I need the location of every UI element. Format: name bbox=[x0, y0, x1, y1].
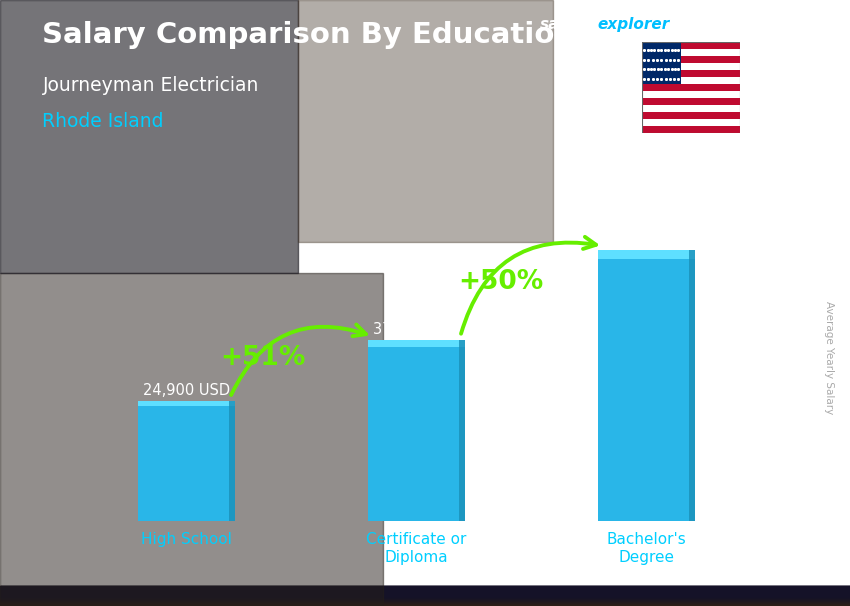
Bar bbox=[138, 401, 235, 521]
Bar bbox=[0, 593, 850, 604]
Bar bbox=[0, 588, 850, 598]
Bar bbox=[0, 593, 850, 604]
Bar bbox=[0, 588, 850, 599]
Bar bbox=[0, 593, 850, 603]
Bar bbox=[0, 596, 850, 605]
Bar bbox=[642, 98, 740, 105]
Text: +50%: +50% bbox=[458, 269, 543, 295]
Bar bbox=[0, 591, 850, 602]
Bar bbox=[0, 587, 850, 598]
Bar bbox=[0, 588, 850, 598]
Text: salary: salary bbox=[540, 17, 592, 32]
Bar bbox=[0, 588, 850, 599]
Bar bbox=[0, 591, 850, 601]
Bar bbox=[368, 340, 465, 521]
Bar bbox=[0, 594, 850, 605]
Bar bbox=[138, 401, 235, 405]
Bar bbox=[642, 84, 740, 92]
Bar bbox=[642, 42, 740, 50]
Bar bbox=[0, 587, 850, 597]
Bar bbox=[0, 587, 850, 596]
Bar bbox=[0, 594, 850, 604]
Bar bbox=[0, 593, 850, 602]
Bar bbox=[0, 0, 298, 273]
Bar bbox=[642, 56, 740, 64]
Bar bbox=[0, 587, 850, 596]
Bar bbox=[0, 591, 850, 601]
Bar bbox=[0, 590, 850, 601]
Bar bbox=[642, 70, 740, 78]
Bar bbox=[0, 591, 850, 601]
Bar bbox=[298, 0, 552, 242]
Bar bbox=[0, 594, 850, 604]
Text: Rhode Island: Rhode Island bbox=[42, 112, 164, 131]
Bar bbox=[0, 592, 850, 602]
Bar bbox=[0, 594, 850, 604]
Bar bbox=[0, 593, 850, 603]
Bar bbox=[0, 589, 850, 599]
Text: explorer: explorer bbox=[598, 17, 670, 32]
Bar bbox=[0, 589, 850, 599]
Bar bbox=[0, 588, 850, 598]
Bar bbox=[0, 591, 850, 602]
Bar bbox=[0, 589, 850, 599]
Text: +51%: +51% bbox=[221, 345, 306, 371]
Bar bbox=[642, 105, 740, 112]
Text: Salary Comparison By Education: Salary Comparison By Education bbox=[42, 21, 575, 49]
Bar bbox=[0, 595, 850, 605]
Bar bbox=[0, 590, 850, 601]
Bar bbox=[0, 591, 850, 601]
Bar bbox=[0, 587, 850, 597]
Bar bbox=[0, 594, 850, 604]
Bar bbox=[598, 250, 695, 259]
Bar bbox=[642, 92, 740, 98]
Text: Average Yearly Salary: Average Yearly Salary bbox=[824, 301, 834, 414]
Bar bbox=[0, 592, 850, 602]
Bar bbox=[0, 587, 850, 598]
Bar bbox=[0, 591, 850, 601]
Bar bbox=[598, 250, 695, 521]
Text: 37,600 USD: 37,600 USD bbox=[373, 322, 460, 337]
Bar bbox=[642, 64, 740, 70]
Bar bbox=[0, 593, 850, 604]
Bar bbox=[689, 250, 695, 521]
Text: Journeyman Electrician: Journeyman Electrician bbox=[42, 76, 259, 95]
Bar bbox=[0, 588, 850, 599]
Bar bbox=[642, 42, 681, 84]
Bar bbox=[0, 594, 850, 605]
Text: .com: .com bbox=[663, 17, 704, 32]
Bar bbox=[0, 586, 850, 596]
Bar bbox=[0, 594, 850, 605]
Bar bbox=[0, 596, 850, 606]
Bar bbox=[0, 595, 850, 605]
Bar bbox=[0, 586, 850, 596]
Bar bbox=[0, 590, 850, 599]
Bar bbox=[642, 78, 740, 84]
Bar bbox=[642, 119, 740, 126]
Bar bbox=[0, 273, 382, 606]
Bar bbox=[0, 596, 850, 606]
Bar bbox=[642, 126, 740, 133]
Bar bbox=[368, 340, 465, 347]
Text: 56,400 USD: 56,400 USD bbox=[604, 231, 690, 247]
Bar bbox=[0, 592, 850, 602]
Bar bbox=[0, 590, 850, 601]
Bar bbox=[0, 590, 850, 600]
Bar bbox=[0, 595, 850, 605]
Bar bbox=[0, 587, 850, 598]
Bar bbox=[0, 593, 850, 603]
Bar bbox=[0, 587, 850, 597]
Text: 24,900 USD: 24,900 USD bbox=[143, 383, 230, 398]
Bar bbox=[0, 588, 850, 598]
Bar bbox=[229, 401, 235, 521]
Bar bbox=[0, 589, 850, 599]
Bar bbox=[642, 50, 740, 56]
Bar bbox=[459, 340, 465, 521]
Bar bbox=[0, 593, 850, 602]
Bar bbox=[0, 590, 850, 600]
Bar bbox=[0, 595, 850, 605]
Bar bbox=[642, 112, 740, 119]
Bar bbox=[0, 590, 850, 600]
